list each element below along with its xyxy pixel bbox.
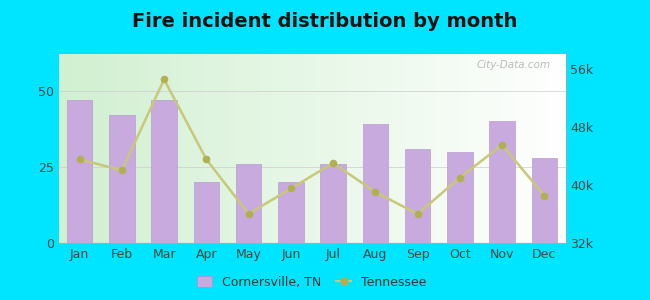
Bar: [194, 182, 219, 243]
Bar: [236, 164, 261, 243]
Bar: [363, 124, 388, 243]
Bar: [151, 100, 177, 243]
Legend: Cornersville, TN, Tennessee: Cornersville, TN, Tennessee: [192, 271, 432, 294]
Bar: [67, 100, 92, 243]
Bar: [278, 182, 304, 243]
Text: City-Data.com: City-Data.com: [476, 60, 551, 70]
Bar: [405, 148, 430, 243]
Bar: [447, 152, 473, 243]
Text: Fire incident distribution by month: Fire incident distribution by month: [133, 12, 517, 31]
Bar: [532, 158, 557, 243]
Bar: [109, 115, 135, 243]
Bar: [320, 164, 346, 243]
Bar: [489, 121, 515, 243]
